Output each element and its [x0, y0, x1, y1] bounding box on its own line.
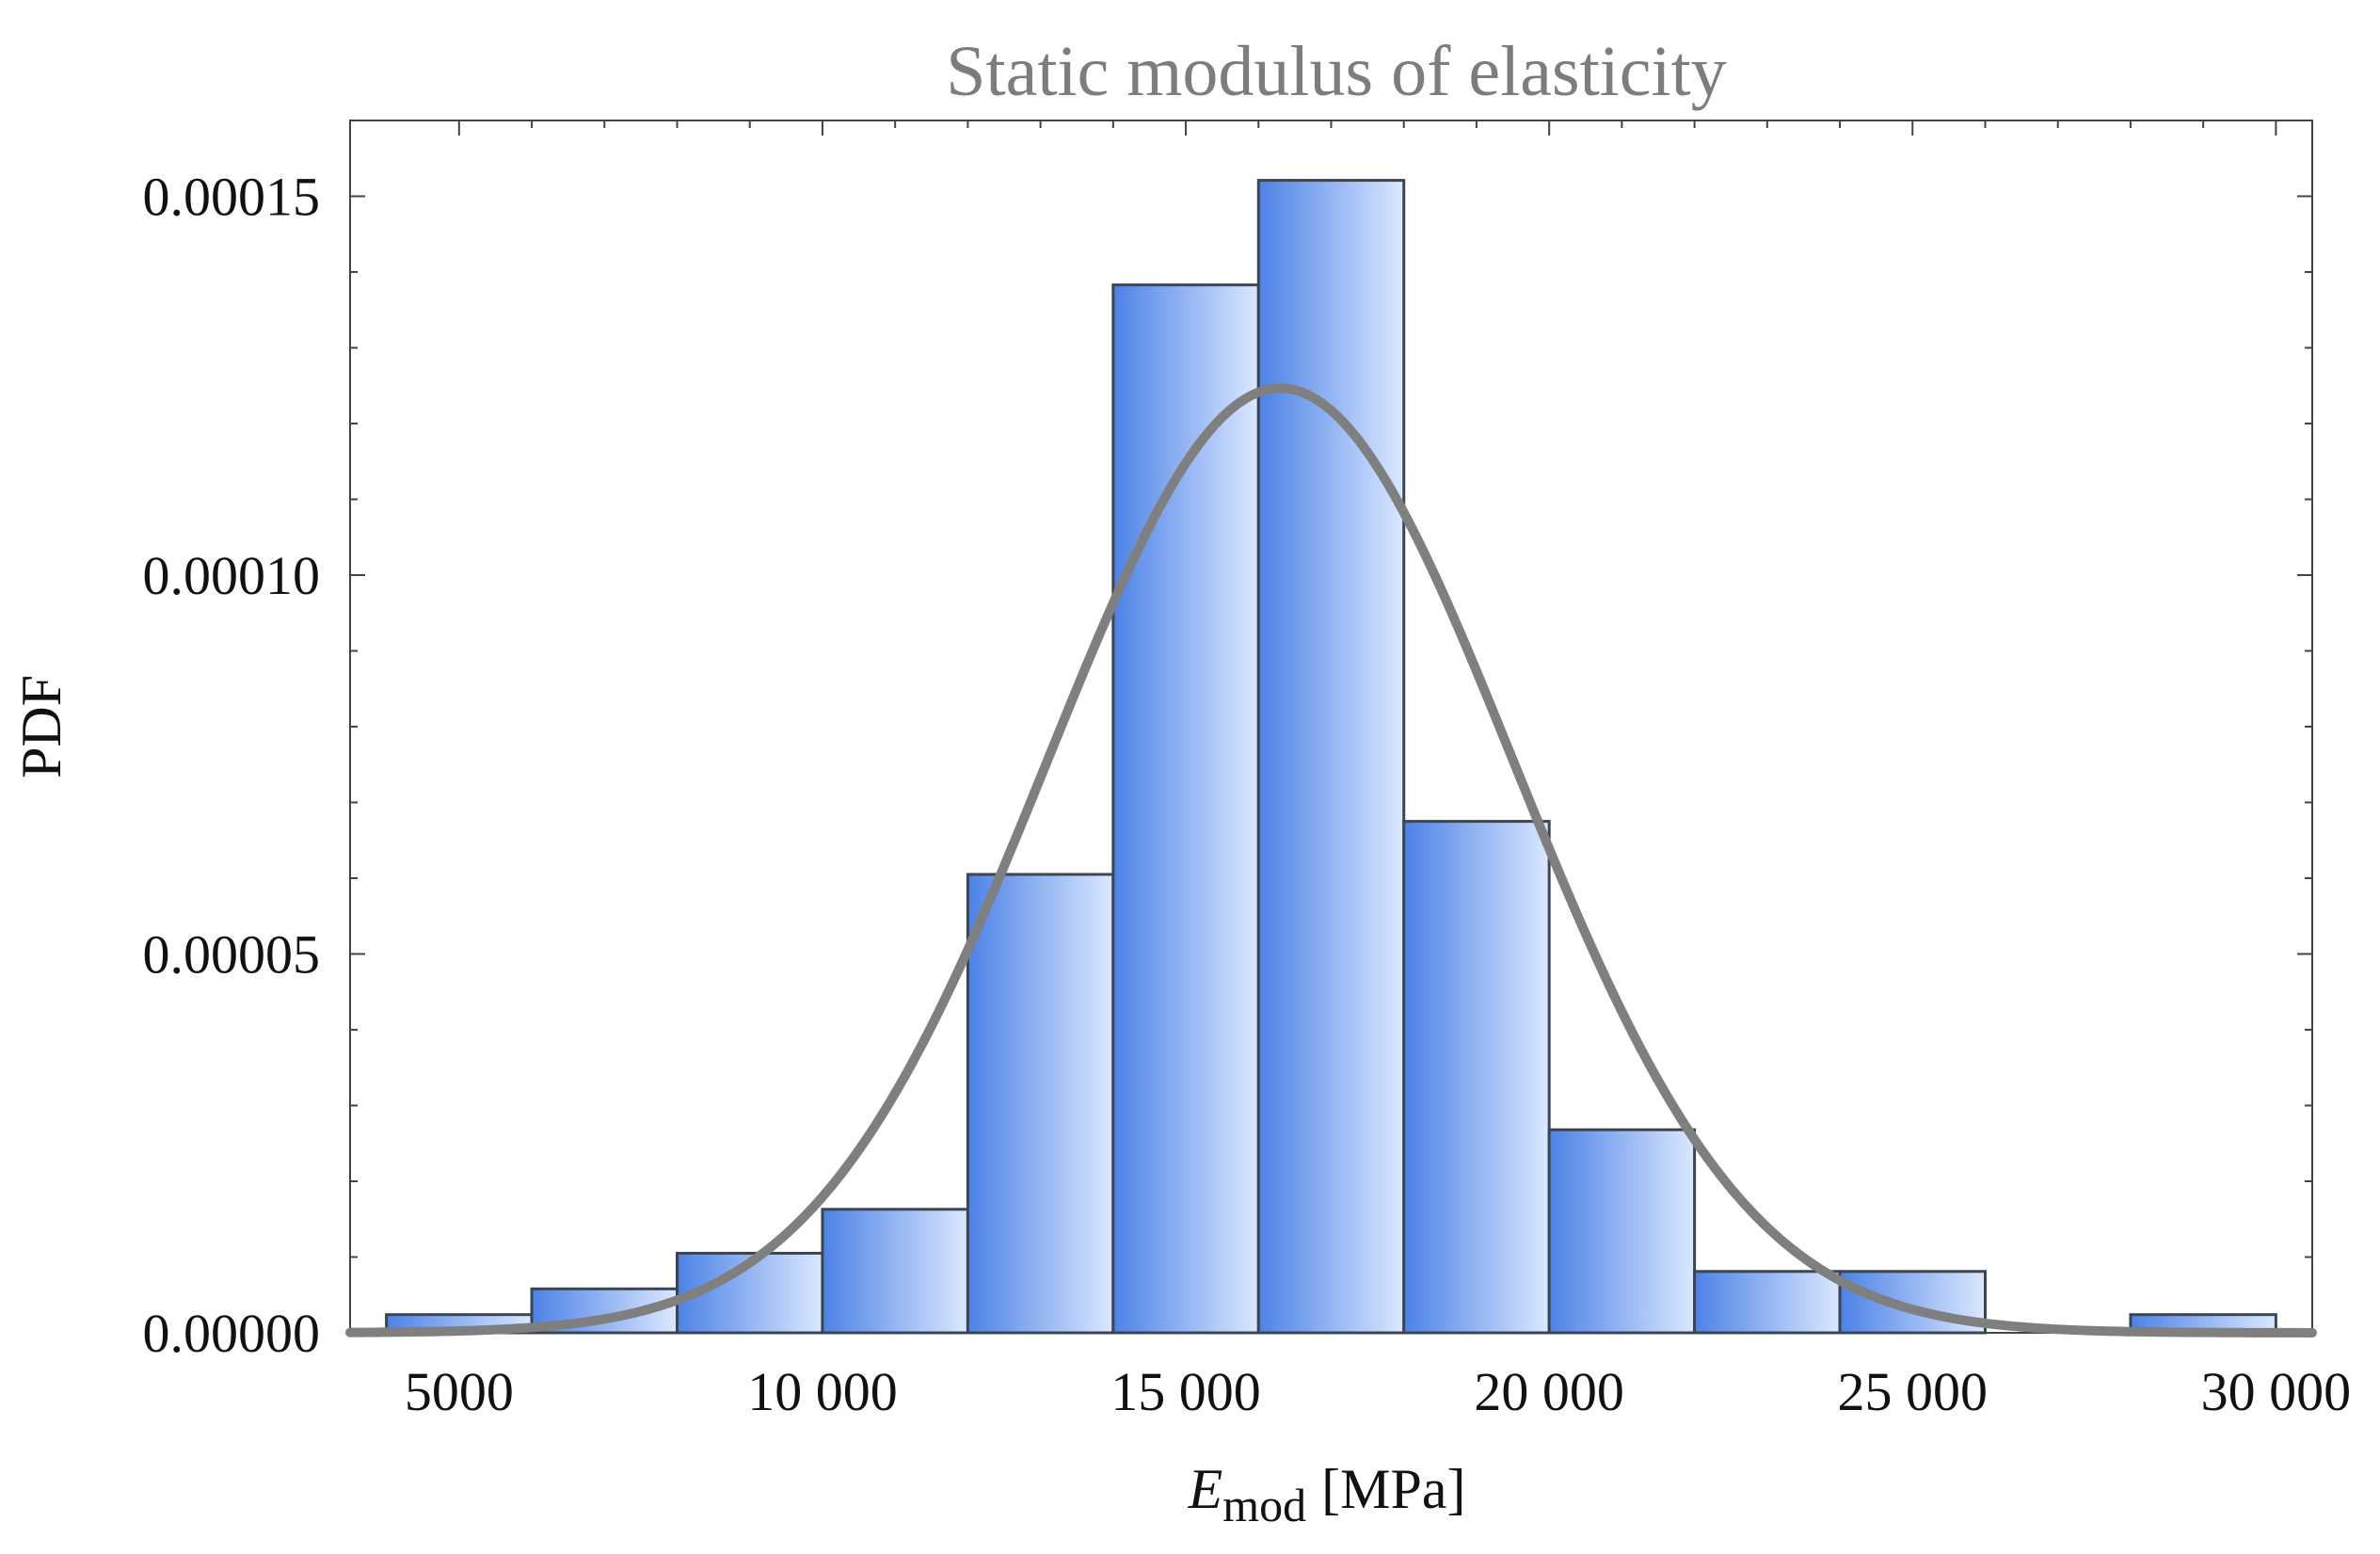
histogram-bar-9: [1547, 1128, 1697, 1335]
curve-layer: [345, 383, 2317, 1338]
histogram-bar-4: [821, 1208, 969, 1335]
chart-title: Static modulus of elasticity: [946, 32, 1727, 111]
y-tick-label-1: 0.00000: [143, 1303, 321, 1364]
x-tick-label-4: 20 000: [1474, 1361, 1624, 1422]
x-axis-label-symbol: E: [1188, 1458, 1223, 1520]
x-tick-label-6: 30 000: [2201, 1361, 2352, 1422]
y-tick-label-2: 0.00005: [143, 924, 321, 985]
y-axis-label: PDF: [10, 675, 72, 778]
histogram-bar-6: [1111, 283, 1260, 1335]
histogram-bar-11: [1838, 1270, 1987, 1335]
x-axis-label-subscript: mod: [1222, 1479, 1306, 1531]
y-tick-label-3: 0.00010: [143, 545, 321, 606]
x-tick-label-1: 5000: [405, 1361, 514, 1422]
normal-fit-curve: [345, 383, 2317, 1338]
x-tick-label-5: 25 000: [1838, 1361, 1989, 1422]
x-axis-label-units: [MPa]: [1321, 1458, 1465, 1520]
histogram-bar-8: [1402, 820, 1551, 1335]
tick-labels-layer: 5000 10 000 15 000 20 000 25 000 30 000 0.0000…: [143, 167, 2352, 1423]
y-tick-label-4: 0.00015: [143, 167, 321, 228]
x-tick-label-3: 15 000: [1110, 1361, 1261, 1422]
x-tick-label-2: 10 000: [747, 1361, 898, 1422]
bars-layer: [385, 179, 2277, 1335]
histogram-bar-10: [1693, 1270, 1842, 1335]
histogram-bar-7: [1256, 179, 1406, 1335]
x-axis-label: Emod [MPa]: [1188, 1458, 1466, 1531]
histogram-bar-5: [966, 873, 1115, 1335]
